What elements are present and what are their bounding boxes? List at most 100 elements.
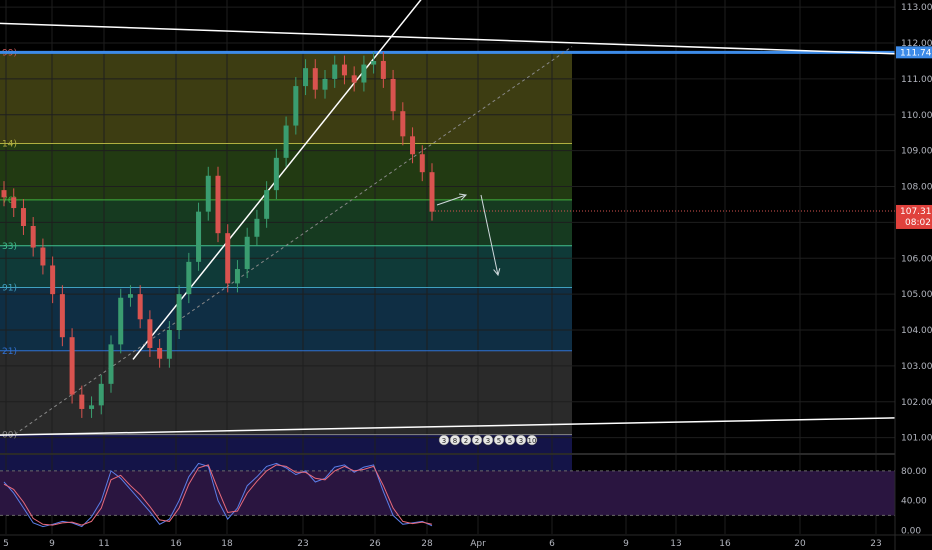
candle-body-28 bbox=[273, 157, 279, 191]
fib-zone-4 bbox=[0, 245, 572, 288]
candle-body-7 bbox=[69, 337, 75, 395]
arrow-down bbox=[480, 194, 499, 276]
arrow-up bbox=[436, 194, 467, 206]
event-marker-3 bbox=[471, 434, 483, 446]
event-marker-6 bbox=[504, 434, 516, 446]
candle-body-4 bbox=[40, 247, 46, 266]
candle-body-14 bbox=[137, 294, 143, 320]
arrow-up-head bbox=[458, 193, 468, 201]
osc-series-1 bbox=[3, 464, 433, 526]
arrow-annotations bbox=[436, 193, 501, 277]
x-tick-label: 18 bbox=[221, 539, 233, 549]
osc-band bbox=[0, 470, 895, 516]
candle-body-18 bbox=[176, 294, 182, 331]
candle-body-40 bbox=[390, 78, 396, 112]
x-tick-label: 23 bbox=[297, 539, 308, 549]
trendline-0 bbox=[0, 22, 896, 55]
resistance-price-label: 111.741 bbox=[900, 48, 932, 58]
y-tick-label: 103.000 bbox=[901, 362, 932, 372]
oscillator-pane bbox=[0, 453, 895, 528]
event-marker-8 bbox=[526, 434, 538, 446]
x-tick-label: 16 bbox=[170, 539, 182, 549]
candle-body-27 bbox=[264, 190, 270, 219]
candle-body-21 bbox=[205, 175, 211, 212]
fib-label-5: 21) bbox=[2, 347, 17, 357]
grid-lines bbox=[0, 0, 895, 534]
trendline-1 bbox=[0, 417, 896, 436]
x-tick-label: 6 bbox=[549, 539, 555, 549]
candle-body-44 bbox=[429, 172, 435, 212]
candle-body-23 bbox=[225, 233, 231, 284]
candle-body-31 bbox=[303, 68, 309, 87]
candle-body-35 bbox=[341, 64, 347, 76]
fib-anchor-dashed bbox=[9, 46, 573, 439]
event-label-5: 5 bbox=[497, 437, 501, 445]
candle-body-15 bbox=[147, 319, 153, 348]
fib-zone-6 bbox=[0, 350, 572, 435]
trendlines bbox=[0, 0, 896, 439]
fib-label-2: 76) bbox=[2, 196, 17, 206]
candle-body-33 bbox=[322, 78, 328, 90]
candles bbox=[1, 52, 435, 418]
osc-tick-label: 40.00 bbox=[901, 497, 927, 507]
candle-body-38 bbox=[371, 60, 377, 65]
y-tick-label: 113.000 bbox=[901, 3, 932, 13]
y-tick-label: 106.000 bbox=[901, 254, 932, 264]
fib-label-3: 33) bbox=[2, 242, 17, 252]
x-tick-label: 16 bbox=[719, 539, 731, 549]
x-tick-label: 9 bbox=[623, 539, 629, 549]
y-tick-label: 112.000 bbox=[901, 39, 932, 49]
y-tick-label: 104.000 bbox=[901, 326, 932, 336]
y-tick-label: 108.000 bbox=[901, 183, 932, 193]
candle-body-9 bbox=[89, 405, 95, 409]
candle-body-43 bbox=[419, 154, 425, 173]
event-label-4: 3 bbox=[486, 437, 490, 445]
candle-body-0 bbox=[1, 190, 7, 198]
candle-body-37 bbox=[361, 64, 367, 83]
candle-body-29 bbox=[283, 125, 289, 158]
candle-body-24 bbox=[234, 269, 240, 284]
y-tick-label: 111.000 bbox=[901, 75, 932, 85]
candle-body-22 bbox=[215, 175, 221, 234]
candle-body-19 bbox=[186, 261, 192, 295]
event-label-8: 10 bbox=[528, 437, 537, 445]
candle-body-8 bbox=[79, 394, 85, 409]
x-tick-label: 5 bbox=[3, 539, 9, 549]
candle-body-10 bbox=[98, 383, 104, 406]
candle-body-32 bbox=[312, 68, 318, 90]
y-tick-label: 110.000 bbox=[901, 111, 932, 121]
last-price-label-bg bbox=[896, 204, 932, 229]
event-label-7: 3 bbox=[519, 437, 523, 445]
event-marker-5 bbox=[493, 434, 505, 446]
fib-zone-5 bbox=[0, 287, 572, 351]
x-tick-label: Apr bbox=[470, 539, 486, 549]
y-tick-label: 102.000 bbox=[901, 398, 932, 408]
x-tick-label: 26 bbox=[369, 539, 381, 549]
event-label-3: 2 bbox=[475, 437, 479, 445]
candle-body-16 bbox=[157, 347, 163, 359]
x-tick-label: 13 bbox=[670, 539, 681, 549]
event-marker-7 bbox=[515, 434, 527, 446]
event-label-2: 2 bbox=[464, 437, 468, 445]
candle-body-6 bbox=[59, 294, 65, 338]
candle-body-34 bbox=[332, 64, 338, 79]
candle-body-1 bbox=[11, 197, 17, 209]
candle-body-20 bbox=[196, 211, 202, 262]
osc-tick-label: 0.00 bbox=[901, 526, 921, 536]
candle-body-12 bbox=[118, 297, 124, 345]
x-tick-label: 20 bbox=[794, 539, 806, 549]
last-price-label: 107.319 bbox=[900, 207, 932, 217]
y-tick-label: 109.000 bbox=[901, 147, 932, 157]
x-tick-label: 11 bbox=[98, 539, 109, 549]
candle-body-41 bbox=[400, 111, 406, 137]
event-label-1: 8 bbox=[453, 437, 457, 445]
x-tick-label: 9 bbox=[49, 539, 55, 549]
fib-label-1: 14) bbox=[2, 139, 17, 149]
arrow-down-head bbox=[493, 268, 501, 277]
candle-body-2 bbox=[20, 208, 26, 226]
candle-body-39 bbox=[380, 60, 386, 79]
candle-body-13 bbox=[127, 294, 133, 298]
fib-label-4: 91) bbox=[2, 283, 17, 293]
y-tick-label: 105.000 bbox=[901, 290, 932, 300]
